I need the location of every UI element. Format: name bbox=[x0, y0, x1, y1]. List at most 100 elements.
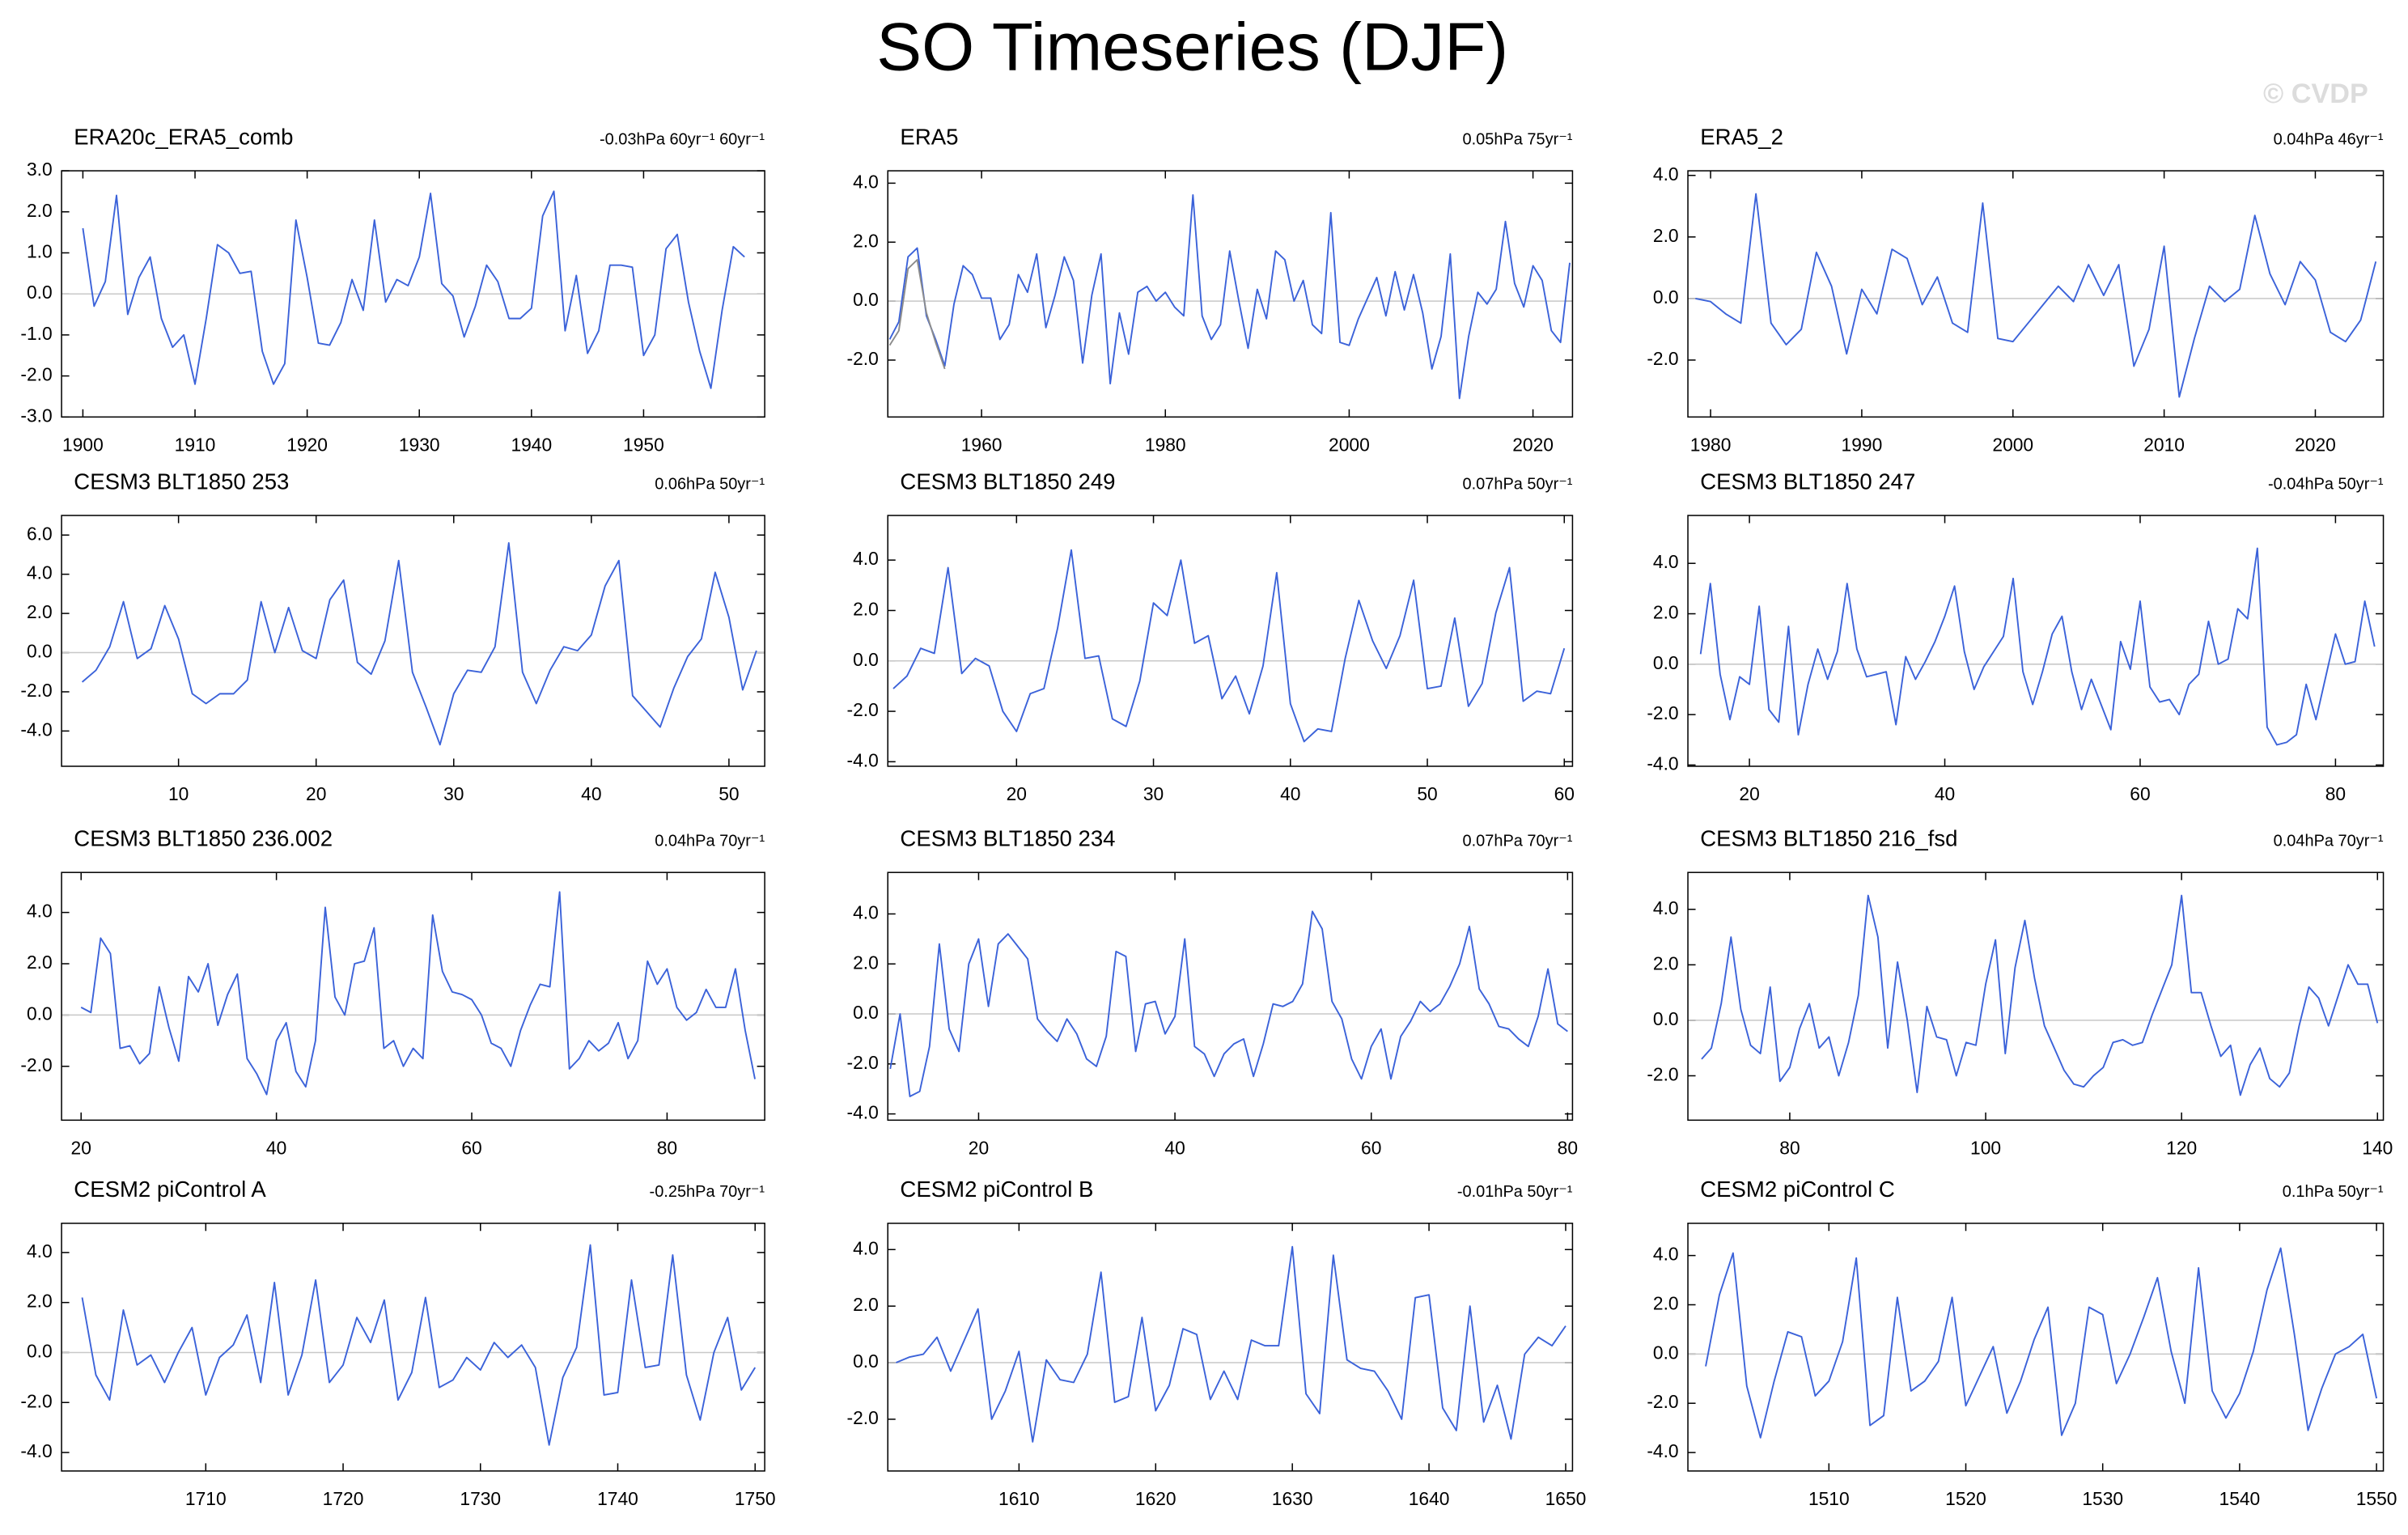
y-tick-label: 0.0 bbox=[1653, 652, 1679, 673]
plot-frame bbox=[61, 871, 765, 1122]
y-tick-label: 2.0 bbox=[27, 952, 53, 973]
y-tick-label: -2.0 bbox=[847, 1407, 879, 1428]
panel-title: CESM3 BLT1850 249 bbox=[900, 469, 1115, 494]
x-tick-label: 1610 bbox=[998, 1488, 1040, 1509]
plot-frame bbox=[61, 515, 765, 767]
y-tick-label: 2.0 bbox=[1653, 602, 1679, 623]
x-tick-label: 1620 bbox=[1135, 1488, 1176, 1509]
panel-title: CESM3 BLT1850 216_fsd bbox=[1700, 826, 1957, 851]
y-tick-label: 4.0 bbox=[27, 901, 53, 922]
y-tick-label: 2.0 bbox=[27, 200, 53, 221]
x-tick-label: 50 bbox=[1417, 783, 1437, 804]
x-tick-label: 2010 bbox=[2143, 434, 2185, 455]
y-tick-label: -3.0 bbox=[20, 405, 52, 426]
x-tick-label: 1630 bbox=[1272, 1488, 1313, 1509]
x-tick-label: 140 bbox=[2362, 1137, 2393, 1158]
plot-frame bbox=[1687, 1222, 2385, 1472]
panel-title: CESM3 BLT1850 247 bbox=[1700, 469, 1915, 494]
x-tick-label: 10 bbox=[168, 783, 189, 804]
y-tick-label: 0.0 bbox=[27, 1340, 53, 1361]
x-tick-label: 1710 bbox=[185, 1488, 227, 1509]
x-tick-label: 1510 bbox=[1808, 1488, 1850, 1509]
x-tick-label: 80 bbox=[657, 1137, 677, 1158]
y-tick-label: -2.0 bbox=[847, 348, 879, 369]
x-tick-label: 60 bbox=[1361, 1137, 1381, 1158]
plot-frame bbox=[61, 1222, 765, 1472]
plot-frame bbox=[1687, 871, 2385, 1122]
y-tick-label: 0.0 bbox=[27, 641, 53, 662]
y-tick-label: -1.0 bbox=[20, 323, 52, 344]
y-tick-label: 4.0 bbox=[27, 562, 53, 583]
watermark: © CVDP bbox=[2263, 78, 2368, 109]
y-tick-label: 4.0 bbox=[1653, 551, 1679, 572]
panel-subtitle: 0.05hPa 75yr⁻¹ bbox=[1463, 130, 1573, 148]
x-tick-label: 40 bbox=[581, 783, 601, 804]
x-tick-label: 100 bbox=[1970, 1137, 2001, 1158]
panel-subtitle: -0.04hPa 50yr⁻¹ bbox=[2268, 475, 2384, 493]
figure-title: SO Timeseries (DJF) bbox=[876, 9, 1508, 85]
y-tick-label: 0.0 bbox=[27, 1003, 53, 1024]
x-tick-label: 1750 bbox=[735, 1488, 776, 1509]
panel-subtitle: -0.03hPa 60yr⁻¹ 60yr⁻¹ bbox=[600, 130, 765, 148]
series-line bbox=[81, 1244, 757, 1446]
series-line bbox=[888, 259, 946, 370]
y-tick-label: 4.0 bbox=[853, 902, 879, 923]
x-tick-label: 1950 bbox=[623, 434, 664, 455]
y-tick-label: 2.0 bbox=[1653, 952, 1679, 973]
series-line bbox=[889, 910, 1568, 1097]
x-tick-label: 80 bbox=[1779, 1137, 1800, 1158]
y-tick-label: -4.0 bbox=[1647, 1440, 1678, 1461]
y-tick-label: 4.0 bbox=[853, 171, 879, 192]
x-tick-label: 60 bbox=[2130, 783, 2150, 804]
plot-frame bbox=[887, 515, 1574, 767]
series-line bbox=[80, 891, 756, 1096]
plot-frame bbox=[887, 1222, 1574, 1472]
panel-title: ERA5 bbox=[900, 124, 958, 149]
series-line bbox=[1699, 547, 2376, 746]
panel-subtitle: 0.06hPa 50yr⁻¹ bbox=[655, 475, 765, 493]
y-tick-label: -4.0 bbox=[847, 1102, 879, 1123]
x-tick-label: 1540 bbox=[2219, 1488, 2261, 1509]
x-tick-label: 40 bbox=[1164, 1137, 1185, 1158]
y-tick-label: -4.0 bbox=[1647, 753, 1678, 774]
series-line bbox=[892, 549, 1566, 743]
x-tick-label: 30 bbox=[443, 783, 464, 804]
series-line bbox=[1701, 894, 2379, 1096]
x-tick-label: 120 bbox=[2166, 1137, 2197, 1158]
x-tick-label: 60 bbox=[1554, 783, 1575, 804]
y-tick-label: 4.0 bbox=[1653, 897, 1679, 918]
y-tick-label: -4.0 bbox=[20, 719, 52, 740]
y-tick-label: 0.0 bbox=[853, 649, 879, 670]
x-tick-label: 1980 bbox=[1690, 434, 1732, 455]
x-tick-label: 30 bbox=[1143, 783, 1164, 804]
x-tick-label: 60 bbox=[461, 1137, 481, 1158]
x-tick-label: 80 bbox=[2325, 783, 2346, 804]
y-tick-label: 0.0 bbox=[853, 289, 879, 310]
y-tick-label: -2.0 bbox=[847, 699, 879, 720]
y-tick-label: 0.0 bbox=[853, 1351, 879, 1372]
x-tick-label: 1650 bbox=[1545, 1488, 1587, 1509]
y-tick-label: -2.0 bbox=[20, 364, 52, 385]
panel-title: CESM2 piControl C bbox=[1700, 1177, 1895, 1202]
panel-title: CESM3 BLT1850 236.002 bbox=[74, 826, 333, 851]
y-tick-label: -2.0 bbox=[1647, 1391, 1678, 1412]
y-tick-label: 0.0 bbox=[1653, 286, 1679, 307]
y-tick-label: 0.0 bbox=[1653, 1342, 1679, 1363]
panel-subtitle: 0.04hPa 70yr⁻¹ bbox=[655, 832, 765, 850]
panel-subtitle: 0.04hPa 46yr⁻¹ bbox=[2274, 130, 2384, 148]
x-tick-label: 1900 bbox=[62, 434, 104, 455]
x-tick-label: 20 bbox=[969, 1137, 989, 1158]
plot-frame bbox=[1687, 515, 2385, 767]
x-tick-label: 1940 bbox=[511, 434, 552, 455]
y-tick-label: 0.0 bbox=[27, 282, 53, 303]
y-tick-label: 4.0 bbox=[1653, 163, 1679, 184]
y-tick-label: -2.0 bbox=[20, 1054, 52, 1075]
y-tick-label: -2.0 bbox=[847, 1052, 879, 1073]
x-tick-label: 1930 bbox=[399, 434, 440, 455]
series-line bbox=[81, 541, 757, 746]
series-line bbox=[888, 193, 1571, 400]
plot-frame bbox=[61, 170, 765, 418]
